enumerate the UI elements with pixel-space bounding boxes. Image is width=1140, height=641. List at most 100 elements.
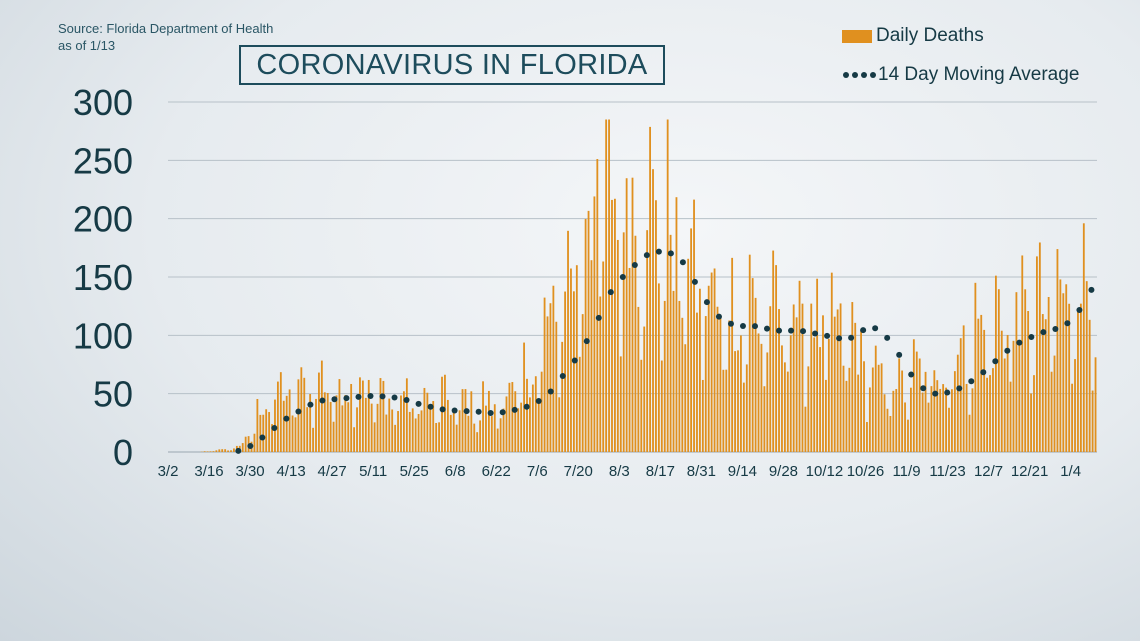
daily-deaths-bar <box>924 371 927 452</box>
daily-deaths-bar <box>285 395 288 452</box>
moving-average-point <box>920 385 927 392</box>
daily-deaths-bar <box>1094 357 1097 452</box>
moving-average-point <box>703 299 710 306</box>
moving-average-point <box>908 371 915 378</box>
daily-deaths-bar <box>877 364 880 452</box>
x-tick-label: 1/4 <box>1060 463 1081 480</box>
daily-deaths-bar <box>570 268 572 452</box>
daily-deaths-bar <box>446 399 449 452</box>
moving-average-point <box>691 278 698 285</box>
daily-deaths-bar <box>734 351 736 452</box>
daily-deaths-bar <box>912 339 915 452</box>
daily-deaths-bar <box>918 358 921 452</box>
daily-deaths-bar <box>347 402 350 452</box>
daily-deaths-bar <box>819 347 821 452</box>
daily-deaths-bar <box>737 350 739 452</box>
daily-deaths-bar <box>921 392 924 452</box>
daily-deaths-bar <box>775 265 778 452</box>
daily-deaths-bar <box>807 366 810 452</box>
daily-deaths-bar <box>722 369 725 452</box>
daily-deaths-bar <box>323 392 326 452</box>
daily-deaths-bar <box>965 383 968 452</box>
daily-deaths-bar <box>699 288 701 452</box>
daily-deaths-bar <box>224 449 227 452</box>
moving-average-point <box>439 406 446 413</box>
daily-deaths-bar <box>848 367 851 452</box>
daily-deaths-bar <box>511 382 514 452</box>
moving-average-point <box>932 390 939 397</box>
daily-deaths-bar <box>854 322 857 452</box>
daily-deaths-bar <box>359 377 361 452</box>
daily-deaths-bar <box>420 410 423 452</box>
daily-deaths-bar <box>825 379 827 452</box>
daily-deaths-bar <box>543 297 546 452</box>
daily-deaths-bar <box>253 433 256 452</box>
x-tick-label: 11/9 <box>892 463 920 480</box>
daily-deaths-bar <box>663 300 666 452</box>
daily-deaths-bar <box>874 345 877 452</box>
daily-deaths-bar <box>526 378 528 452</box>
daily-deaths-bar <box>1038 242 1041 452</box>
daily-deaths-bar <box>860 329 862 452</box>
daily-deaths-bar <box>282 400 285 452</box>
daily-deaths-bar <box>502 408 505 452</box>
daily-deaths-bar <box>335 395 338 452</box>
daily-deaths-bar <box>678 300 681 452</box>
daily-deaths-bar <box>350 383 353 452</box>
daily-deaths-bar <box>845 380 848 452</box>
daily-deaths-bar <box>315 398 317 452</box>
daily-deaths-bar <box>640 359 643 452</box>
moving-average-point <box>631 262 638 269</box>
daily-deaths-bar <box>1003 358 1006 452</box>
moving-average-point <box>343 395 350 402</box>
moving-average-point <box>1064 320 1071 327</box>
daily-deaths-bar <box>212 451 215 452</box>
daily-deaths-bar <box>455 424 458 452</box>
daily-deaths-bar <box>748 254 751 452</box>
x-tick-label: 12/21 <box>1011 463 1049 480</box>
daily-deaths-bar <box>555 321 558 452</box>
daily-deaths-bar <box>740 335 742 452</box>
x-tick-label: 10/12 <box>806 463 844 480</box>
daily-deaths-bar <box>628 267 631 452</box>
daily-deaths-bar <box>684 344 687 452</box>
daily-deaths-bar <box>863 361 865 452</box>
daily-deaths-bar <box>830 272 833 452</box>
daily-deaths-bar <box>959 338 962 452</box>
daily-deaths-bar <box>417 414 420 452</box>
moving-average-point <box>752 323 758 330</box>
daily-deaths-bar <box>1006 335 1009 452</box>
daily-deaths-bar <box>953 371 956 452</box>
daily-deaths-bar <box>822 315 824 452</box>
daily-deaths-bar <box>798 280 801 452</box>
daily-deaths-bar <box>578 356 581 452</box>
daily-deaths-bar <box>1000 330 1003 452</box>
daily-deaths-bar <box>467 415 470 452</box>
daily-deaths-bar <box>599 296 602 452</box>
daily-deaths-bar <box>361 380 364 452</box>
daily-deaths-bar <box>646 230 649 452</box>
moving-average-point <box>319 397 326 404</box>
daily-deaths-bar <box>605 119 608 452</box>
x-tick-label: 6/22 <box>482 463 511 480</box>
daily-deaths-bar <box>757 333 760 452</box>
legend-dots-swatch <box>843 72 876 78</box>
x-tick-label: 3/16 <box>194 463 223 480</box>
daily-deaths-bar <box>218 449 221 452</box>
daily-deaths-bar <box>816 278 819 452</box>
moving-average-point <box>872 325 879 332</box>
moving-average-point <box>271 424 278 431</box>
daily-deaths-bar <box>523 342 525 452</box>
x-tick-label: 3/30 <box>235 463 264 480</box>
daily-deaths-bar <box>1018 344 1021 452</box>
daily-deaths-bar <box>329 401 332 452</box>
daily-deaths-bar <box>306 407 309 452</box>
moving-average-point <box>511 406 518 413</box>
daily-deaths-bar <box>772 250 775 452</box>
daily-deaths-bar <box>206 451 209 452</box>
daily-deaths-bar <box>546 316 549 452</box>
daily-deaths-bar <box>438 422 440 452</box>
moving-average-point <box>679 259 686 266</box>
x-tick-label: 4/27 <box>318 463 347 480</box>
